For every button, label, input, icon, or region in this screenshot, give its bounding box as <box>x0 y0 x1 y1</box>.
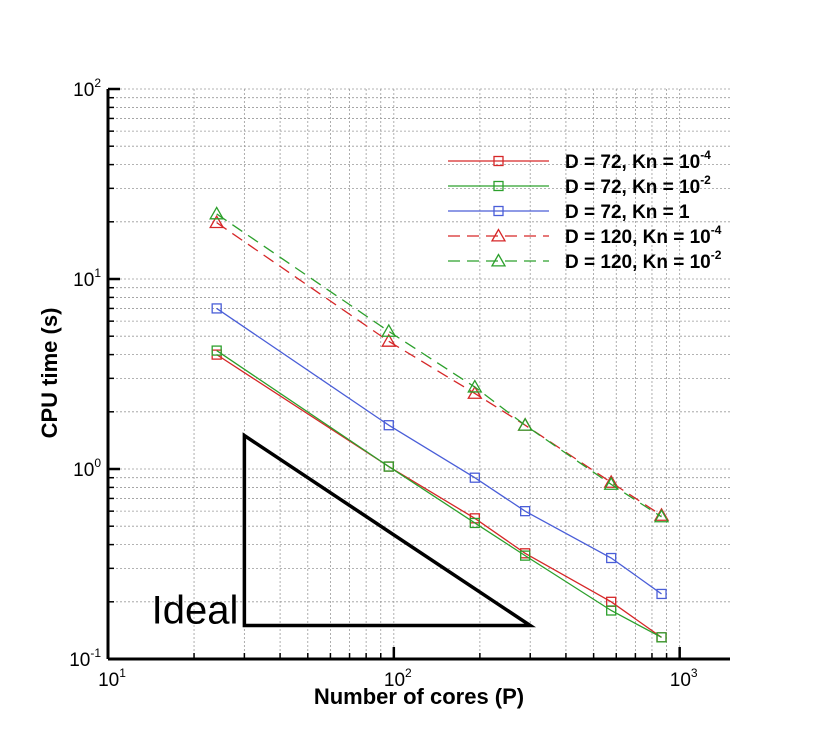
axes <box>106 87 730 661</box>
data-point <box>469 517 480 529</box>
data-point <box>656 588 667 600</box>
legend-marker <box>490 253 507 267</box>
ideal-label: Ideal <box>152 589 239 633</box>
data-point <box>656 632 667 643</box>
data-point <box>469 472 480 483</box>
tick-labels: 101 102 103 10-1 100 101 102 <box>69 76 698 691</box>
ideal-triangle <box>242 432 537 628</box>
y-tick-label: 102 <box>73 76 101 101</box>
y-axis-title: CPU time (s) <box>37 308 62 439</box>
data-point <box>519 550 531 561</box>
series-line <box>216 222 662 516</box>
data-point <box>517 417 533 431</box>
legend: D = 72, Kn = 10-4D = 72, Kn = 10-2 D = 72… <box>448 148 722 273</box>
series-3 <box>211 303 667 600</box>
data-point <box>603 474 619 488</box>
data-point <box>606 552 617 564</box>
legend-marker <box>493 180 504 192</box>
data-point <box>209 206 225 220</box>
legend-marker <box>490 228 507 242</box>
series-line <box>216 213 662 518</box>
legend-entry: D = 72, Kn = 10-4 <box>448 148 711 173</box>
y-tick-label: 101 <box>73 266 101 291</box>
ideal-annotation: Ideal <box>152 432 537 633</box>
y-tick-label: 100 <box>73 456 101 481</box>
x-tick-label: 103 <box>670 666 698 691</box>
legend-label: D = 120, Kn = 10-4 <box>565 223 722 248</box>
legend-label: D = 72, Kn = 10-4 <box>565 148 711 173</box>
data-point <box>209 214 225 229</box>
data-point <box>517 417 533 431</box>
legend-label: D = 72, Kn = 10-2 <box>565 173 711 198</box>
data-point <box>467 379 483 393</box>
series-line <box>216 307 662 595</box>
data-point <box>383 420 394 431</box>
legend-entry: D = 72, Kn = 10-2 <box>448 173 711 198</box>
legend-marker <box>493 155 504 167</box>
x-tick-label: 102 <box>384 666 412 691</box>
legend-entry: D = 120, Kn = 10-4 <box>448 223 722 248</box>
data-point <box>603 476 619 490</box>
data-point <box>653 509 670 523</box>
x-tick-label: 101 <box>98 666 126 691</box>
grid-lines <box>107 88 730 660</box>
data-point <box>211 345 222 356</box>
series-line <box>216 350 662 638</box>
data-point <box>519 506 531 517</box>
data-point <box>606 605 617 616</box>
series-line <box>216 354 662 638</box>
legend-label: D = 120, Kn = 10-2 <box>565 248 722 273</box>
data-point <box>656 632 667 643</box>
legend-marker <box>493 205 504 217</box>
y-tick-label: 10-1 <box>69 646 101 671</box>
series-5 <box>209 206 670 523</box>
legend-entry: D = 72, Kn = 1 <box>448 202 690 223</box>
data-point <box>467 385 483 399</box>
series-2 <box>211 345 667 643</box>
legend-label: D = 72, Kn = 1 <box>565 202 690 223</box>
data-point <box>211 303 222 314</box>
data-point <box>381 333 397 347</box>
data-series <box>209 206 670 643</box>
x-axis-title: Number of cores (P) <box>314 684 524 709</box>
legend-entry: D = 120, Kn = 10-2 <box>448 248 722 273</box>
data-point <box>383 461 394 472</box>
data-point <box>381 323 397 337</box>
